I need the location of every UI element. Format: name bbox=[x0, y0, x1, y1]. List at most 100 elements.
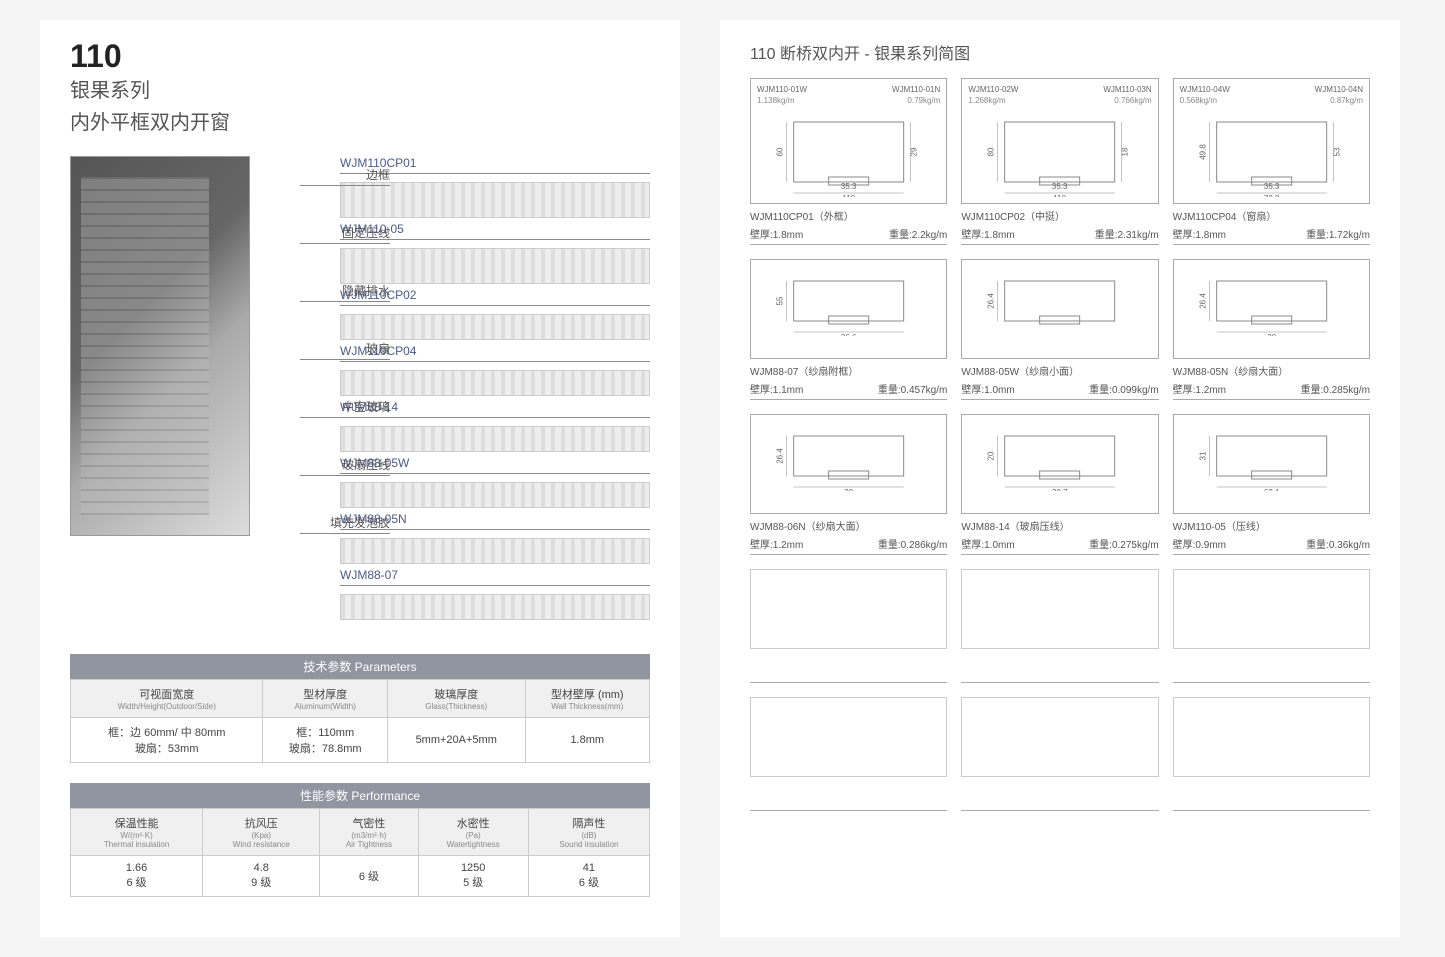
table-cell: 框：110mm玻扇：78.8mm bbox=[263, 718, 388, 763]
svg-text:110: 110 bbox=[842, 194, 855, 197]
profile-item: 26.4WJM88-05W（纱扇小面）壁厚:1.0mm重量:0.099kg/m bbox=[961, 259, 1158, 400]
performance-table: 性能参数 Performance 保温性能W/(m²·K)Thermal ins… bbox=[70, 783, 650, 897]
table-cell: 4.89 级 bbox=[203, 856, 320, 897]
svg-text:29: 29 bbox=[910, 147, 919, 156]
profile-sub-right: 0.766kg/m bbox=[1114, 96, 1151, 105]
profile-card: 30.720 bbox=[961, 414, 1158, 514]
svg-text:55: 55 bbox=[776, 296, 785, 305]
weight: 重量:2.31kg/m bbox=[1095, 226, 1159, 241]
svg-text:31: 31 bbox=[1198, 451, 1207, 460]
section-label: WJM88-07 bbox=[340, 568, 650, 586]
svg-text:26.6: 26.6 bbox=[841, 333, 857, 336]
wall-thickness: 壁厚:1.1mm bbox=[750, 381, 803, 396]
svg-text:30.7: 30.7 bbox=[1052, 488, 1068, 491]
profile-card-empty bbox=[1173, 697, 1370, 777]
table-header: 可视面宽度Width/Height(Outdoor/Side) bbox=[71, 680, 263, 718]
svg-text:26.4: 26.4 bbox=[776, 448, 785, 464]
parameters-caption: 技术参数 Parameters bbox=[70, 654, 650, 679]
profile-card-empty bbox=[750, 697, 947, 777]
svg-text:35.3: 35.3 bbox=[1264, 182, 1280, 191]
profile-underline bbox=[1173, 791, 1370, 811]
profile-item: WJM110-04WWJM110-04N0.568kg/m0.87kg/m78.… bbox=[1173, 78, 1370, 245]
callout-label: 固定压线 bbox=[300, 224, 390, 244]
weight: 重量:2.2kg/m bbox=[889, 226, 947, 241]
profile-sub-right: 0.87kg/m bbox=[1330, 96, 1363, 105]
wall-thickness: 壁厚:1.0mm bbox=[961, 536, 1014, 551]
wall-thickness: 壁厚:1.2mm bbox=[750, 536, 803, 551]
table-header: 保温性能W/(m²·K)Thermal insulation bbox=[71, 809, 203, 856]
table-header: 水密性(Pa)Watertightness bbox=[418, 809, 528, 856]
wall-thickness: 壁厚:1.8mm bbox=[961, 226, 1014, 241]
profile-code-left: WJM110-01W bbox=[757, 85, 807, 94]
table-header: 抗风压(Kpa)Wind resistance bbox=[203, 809, 320, 856]
profile-item: 26.655WJM88-07（纱扇附框）壁厚:1.1mm重量:0.457kg/m bbox=[750, 259, 947, 400]
profile-spec: 壁厚:0.9mm重量:0.36kg/m bbox=[1173, 533, 1370, 555]
profile-sub-left: 1.138kg/m bbox=[757, 96, 794, 105]
svg-text:80: 80 bbox=[987, 147, 996, 156]
svg-text:110: 110 bbox=[1054, 194, 1067, 197]
profile-code-right: WJM110-04N bbox=[1315, 85, 1363, 94]
svg-text:60: 60 bbox=[776, 147, 785, 156]
profile-item: 30.720WJM88-14（玻扇压线）壁厚:1.0mm重量:0.275kg/m bbox=[961, 414, 1158, 555]
title-sub-1: 银果系列 bbox=[70, 78, 650, 104]
right-title: 110 断桥双内开 - 银果系列简图 bbox=[750, 40, 1370, 64]
profile-card: WJM110-02WWJM110-03N1.268kg/m0.766kg/m11… bbox=[961, 78, 1158, 204]
render-column: 边框固定压线隐藏排水玻扇中空玻璃玻扇压线填充发泡胶 bbox=[70, 156, 320, 624]
callout-label: 填充发泡胶 bbox=[300, 514, 390, 534]
profile-code-right: WJM110-03N bbox=[1103, 85, 1151, 94]
profile-spec: 壁厚:1.8mm 重量:2.2kg/m bbox=[750, 223, 947, 245]
profile-underline bbox=[750, 663, 947, 683]
performance-caption: 性能参数 Performance bbox=[70, 783, 650, 808]
profile-name: WJM110CP02（中挺） bbox=[961, 208, 1158, 223]
callout-label: 玻扇 bbox=[300, 340, 390, 360]
svg-text:53: 53 bbox=[1332, 147, 1341, 156]
profile-card-empty bbox=[961, 697, 1158, 777]
left-main: 边框固定压线隐藏排水玻扇中空玻璃玻扇压线填充发泡胶 WJM110CP01WJM1… bbox=[70, 156, 650, 624]
profile-sub-left: 0.568kg/m bbox=[1180, 96, 1217, 105]
table-header: 型材壁厚 (mm)Wall Thickness(mm) bbox=[525, 680, 650, 718]
profile-card: 30 26.4 bbox=[750, 414, 947, 514]
profile-code-left: WJM110-02W bbox=[968, 85, 1018, 94]
page-left: 110 银果系列 内外平框双内开窗 边框固定压线隐藏排水玻扇中空玻璃玻扇压线填充… bbox=[40, 20, 680, 937]
profile-name: WJM110-05（压线） bbox=[1173, 518, 1370, 533]
parameters-table: 技术参数 Parameters 可视面宽度Width/Height(Outdoo… bbox=[70, 654, 650, 763]
profile-card: 3026.4 bbox=[1173, 259, 1370, 359]
profile-card: 62.131 bbox=[1173, 414, 1370, 514]
svg-text:30: 30 bbox=[844, 488, 853, 491]
profile-spec: 壁厚:1.2mm 重量:0.286kg/m bbox=[750, 533, 947, 555]
table-cell: 416 级 bbox=[528, 856, 649, 897]
wall-thickness: 壁厚:1.8mm bbox=[750, 226, 803, 241]
svg-text:26.4: 26.4 bbox=[1198, 293, 1207, 309]
callout-label: 玻扇压线 bbox=[300, 456, 390, 476]
table-cell: 框：边 60mm/ 中 80mm玻扇：53mm bbox=[71, 718, 263, 763]
profile-card-empty bbox=[1173, 569, 1370, 649]
table-header: 型材厚度Aluminum(Width) bbox=[263, 680, 388, 718]
wall-thickness: 壁厚:1.0mm bbox=[961, 381, 1014, 396]
weight: 重量:0.286kg/m bbox=[878, 536, 947, 551]
title-sub-2: 内外平框双内开窗 bbox=[70, 110, 650, 136]
profile-item: 62.131 WJM110-05（压线）壁厚:0.9mm重量:0.36kg/m bbox=[1173, 414, 1370, 555]
profile-spec: 壁厚:1.2mm重量:0.285kg/m bbox=[1173, 378, 1370, 400]
profile-spec: 壁厚:1.0mm重量:0.099kg/m bbox=[961, 378, 1158, 400]
profile-spec: 壁厚:1.8mm 重量:2.31kg/m bbox=[961, 223, 1158, 245]
profile-underline bbox=[961, 663, 1158, 683]
profile-name: WJM88-06N（纱扇大面） bbox=[750, 518, 947, 533]
title-block: 110 银果系列 内外平框双内开窗 bbox=[70, 40, 650, 136]
profile-card-empty bbox=[961, 569, 1158, 649]
table-cell: 5mm+20A+5mm bbox=[387, 718, 525, 763]
profile-name: WJM88-07（纱扇附框） bbox=[750, 363, 947, 378]
profile-name: WJM110CP04（窗扇） bbox=[1173, 208, 1370, 223]
svg-text:18: 18 bbox=[1121, 147, 1130, 156]
profile-card: WJM110-01WWJM110-01N1.138kg/m0.79kg/m110… bbox=[750, 78, 947, 204]
profile-spec: 壁厚:1.0mm重量:0.275kg/m bbox=[961, 533, 1158, 555]
wall-thickness: 壁厚:1.8mm bbox=[1173, 226, 1226, 241]
profile-underline bbox=[750, 791, 947, 811]
weight: 重量:1.72kg/m bbox=[1306, 226, 1370, 241]
table-header: 玻璃厚度Glass(Thickness) bbox=[387, 680, 525, 718]
page-right: 110 断桥双内开 - 银果系列简图 WJM110-01WWJM110-01N1… bbox=[720, 20, 1400, 937]
wall-thickness: 壁厚:1.2mm bbox=[1173, 381, 1226, 396]
svg-text:35.3: 35.3 bbox=[1052, 182, 1068, 191]
svg-text:26.4: 26.4 bbox=[987, 293, 996, 309]
table-cell: 6 级 bbox=[320, 856, 418, 897]
profile-underline bbox=[1173, 663, 1370, 683]
